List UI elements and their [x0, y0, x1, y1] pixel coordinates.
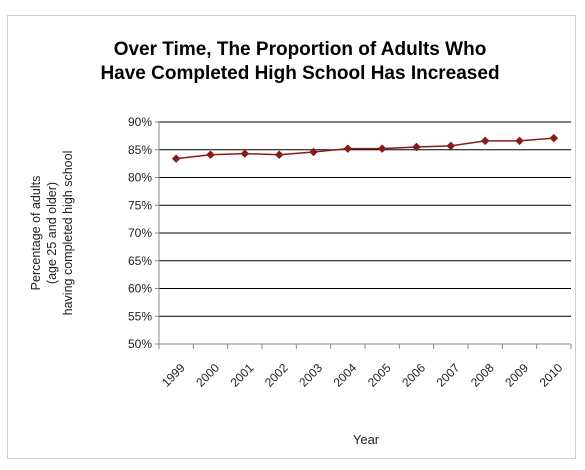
y-axis-title-line: having completed high school: [61, 151, 75, 316]
data-point: [206, 150, 215, 160]
data-point: [480, 136, 490, 146]
x-tick-label: 2007: [434, 361, 463, 390]
y-tick-label: 85%: [128, 143, 152, 157]
chart-title-line-1: Over Time, The Proportion of Adults Who: [113, 39, 487, 60]
data-point: [274, 150, 284, 160]
data-point: [171, 154, 181, 163]
data-point: [446, 141, 456, 151]
chart-title-line-2: Have Completed High School Has Increased: [100, 63, 500, 84]
data-point: [377, 144, 387, 153]
x-tick-label: 2001: [228, 361, 257, 390]
data-point: [515, 136, 524, 146]
x-tick-label: 2005: [365, 361, 394, 390]
chart-title: Over Time, The Proportion of Adults Who …: [0, 38, 585, 86]
y-tick-label: 65%: [128, 254, 152, 268]
y-tick-label: 90%: [128, 115, 152, 129]
y-axis-title-line: (age 25 and older): [45, 182, 59, 284]
x-tick-label: 2010: [537, 361, 566, 390]
x-tick-label: 2009: [502, 361, 531, 390]
x-tick-label: 2004: [331, 361, 360, 390]
y-tick-label: 55%: [128, 309, 152, 323]
y-tick-label: 60%: [128, 282, 152, 296]
x-axis-title: Year: [353, 432, 380, 447]
data-point: [343, 144, 353, 153]
y-tick-label: 75%: [128, 198, 152, 212]
x-tick-label: 2002: [262, 361, 291, 390]
x-tick-label: 1999: [159, 361, 188, 390]
y-tick-label: 50%: [128, 337, 152, 351]
y-tick-label: 80%: [128, 171, 152, 185]
x-tick-label: 2000: [193, 361, 222, 390]
data-point: [549, 133, 559, 143]
x-tick-label: 2008: [468, 361, 497, 390]
data-point: [412, 142, 421, 152]
data-point: [240, 149, 250, 158]
data-point: [309, 147, 318, 157]
series-line: [176, 137, 554, 160]
x-tick-label: 2006: [399, 361, 428, 390]
y-tick-label: 70%: [128, 226, 152, 240]
x-tick-label: 2003: [296, 361, 325, 390]
y-axis-title-line: Percentage of adults: [29, 176, 43, 291]
chart-frame: [7, 15, 576, 459]
